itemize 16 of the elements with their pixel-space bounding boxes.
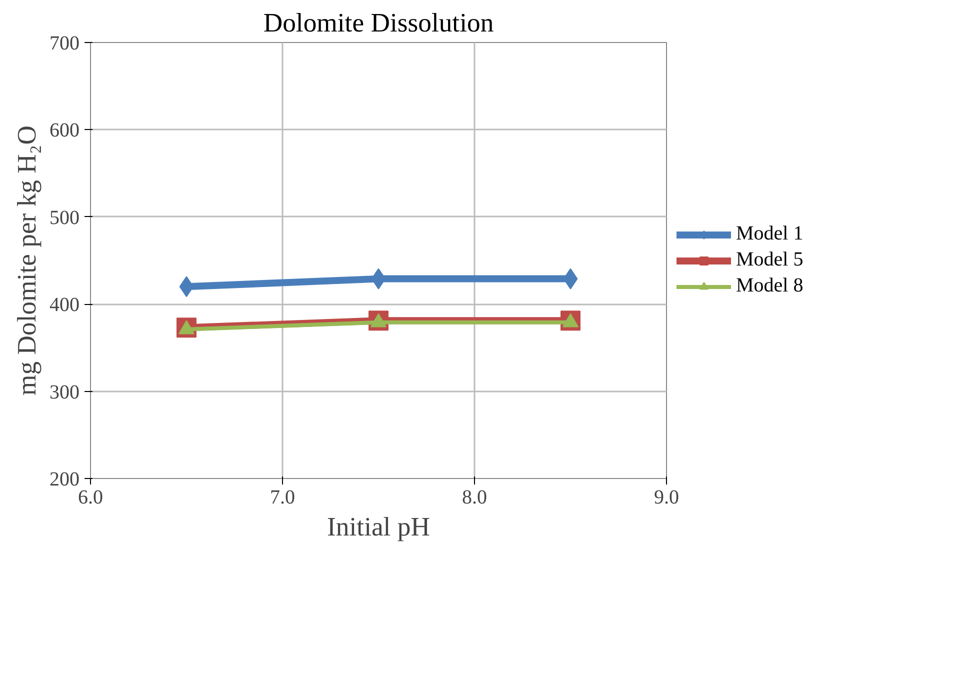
x-axis-title: Initial pH xyxy=(327,512,430,542)
x-tick-label: 7.0 xyxy=(270,486,295,508)
chart-title: Dolomite Dissolution xyxy=(263,8,494,38)
legend-label: Model 1 xyxy=(736,222,804,246)
y-tick-label: 500 xyxy=(50,206,80,229)
legend-label: Model 8 xyxy=(736,274,804,298)
y-tick-label: 300 xyxy=(50,381,80,404)
x-tick-label: 6.0 xyxy=(78,486,103,508)
y-tick-label: 700 xyxy=(50,32,80,54)
y-tick-label: 400 xyxy=(50,294,80,316)
y-tick-label: 600 xyxy=(50,120,80,142)
y-axis-title: mg Dolomite per kg H₂O xyxy=(12,126,42,396)
legend-label: Model 5 xyxy=(736,248,804,272)
y-tick-label: 200 xyxy=(50,468,80,490)
x-tick-label: 9.0 xyxy=(654,486,679,508)
x-tick-label: 8.0 xyxy=(462,486,487,508)
